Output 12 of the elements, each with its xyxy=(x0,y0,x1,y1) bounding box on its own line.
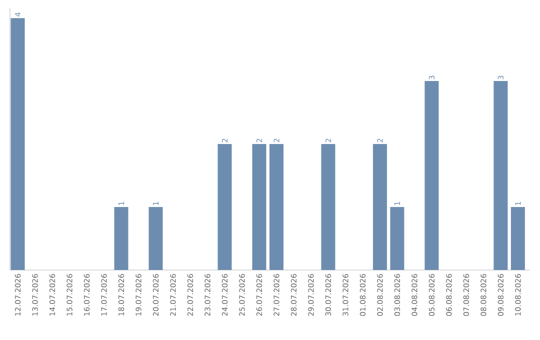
bar xyxy=(269,144,284,270)
bar xyxy=(494,81,508,270)
bar xyxy=(390,207,404,270)
bar xyxy=(218,144,232,270)
bar xyxy=(252,144,266,270)
bar xyxy=(10,18,25,270)
bar xyxy=(424,81,439,270)
bar xyxy=(114,207,128,270)
bar xyxy=(510,207,525,270)
bar xyxy=(372,144,387,270)
bar xyxy=(148,207,163,270)
bar xyxy=(321,144,336,270)
